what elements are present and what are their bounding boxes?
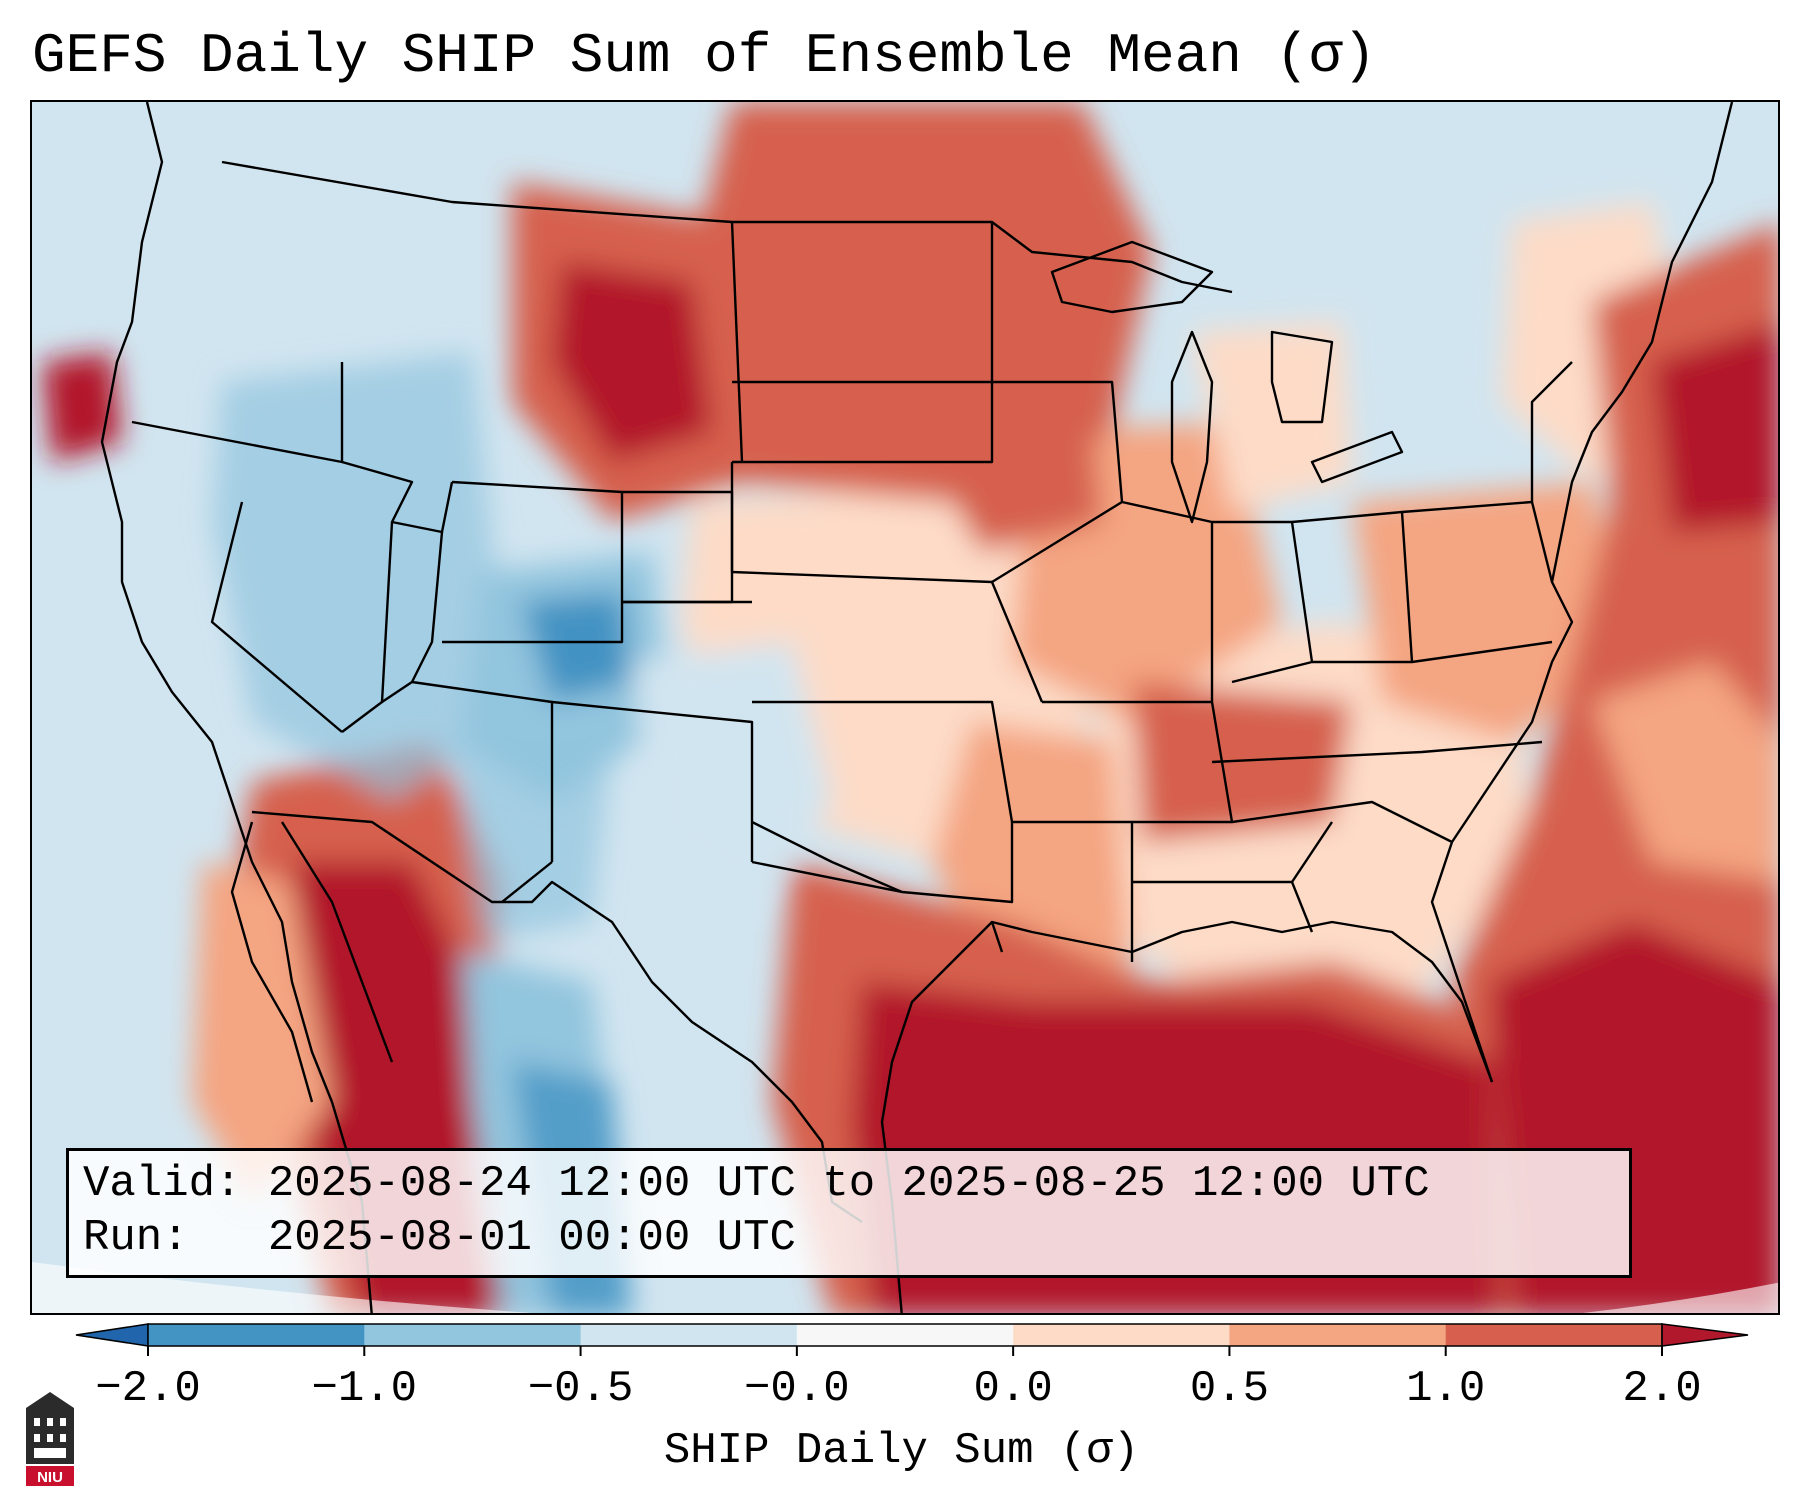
colorbar-tick-label: −2.0 — [95, 1364, 201, 1414]
lake-erie — [1310, 430, 1404, 484]
colorbar-label: SHIP Daily Sum (σ) — [663, 1426, 1140, 1476]
colorbar-tick-label: 1.0 — [1406, 1364, 1486, 1414]
colorbar — [75, 1323, 1749, 1356]
region-tennessee-valley — [1132, 682, 1352, 842]
valid-label: Valid: — [83, 1159, 242, 1209]
canada-border — [221, 160, 1233, 294]
lake-superior — [1050, 240, 1214, 314]
region-atlantic-light — [1592, 662, 1778, 882]
valid-line: Valid: 2025-08-24 12:00 UTC to 2025-08-2… — [83, 1157, 1615, 1211]
map-outlines — [100, 102, 1734, 1313]
colorbar-bin — [1445, 1324, 1663, 1346]
logo-text: NIU — [37, 1469, 63, 1486]
page-title: GEFS Daily SHIP Sum of Ensemble Mean (σ) — [32, 24, 1377, 88]
map-frame — [30, 100, 1780, 1315]
niu-logo: NIU — [26, 1392, 74, 1486]
ship-anomaly-map — [32, 102, 1778, 1313]
colorbar-bin — [1013, 1324, 1230, 1346]
colorbar-tick-label: 0.0 — [973, 1364, 1053, 1414]
colorbar-bin — [580, 1324, 798, 1346]
region-atlantic-core — [1652, 323, 1778, 532]
gulf-coast — [880, 920, 1494, 1313]
region-great-basin — [212, 352, 512, 802]
colorbar-under-extension — [75, 1323, 149, 1347]
west-coastline — [100, 102, 334, 1103]
colorbar-over-extension — [1661, 1323, 1749, 1347]
region-colorado-core — [522, 592, 632, 702]
northeast-coast — [1430, 102, 1734, 1083]
colorbar-tick-label: 2.0 — [1622, 1364, 1702, 1414]
gulf-of-california — [280, 821, 394, 1063]
valid-value: 2025-08-24 12:00 UTC to 2025-08-25 12:00… — [267, 1159, 1430, 1209]
lake-huron — [1270, 330, 1334, 424]
colorbar-outline — [147, 1323, 1663, 1347]
lake-michigan — [1170, 330, 1214, 524]
region-new-mexico — [452, 742, 612, 942]
region-baja-offshore — [192, 862, 332, 1202]
colorbar-bin — [796, 1324, 1014, 1346]
run-line: Run: 2025-08-01 00:00 UTC — [83, 1211, 1615, 1265]
colorbar-tick-label: −0.5 — [527, 1364, 634, 1414]
run-label: Run: — [83, 1213, 189, 1263]
region-montana-core — [552, 262, 712, 462]
projection-edge — [32, 1262, 1778, 1313]
colorbar-bin — [1229, 1324, 1447, 1346]
colorbar-tick-label: −0.0 — [744, 1364, 850, 1414]
valid-time-box: Valid: 2025-08-24 12:00 UTC to 2025-08-2… — [66, 1148, 1632, 1278]
run-value: 2025-08-01 00:00 UTC — [267, 1213, 796, 1263]
colorbar-tick-label: −1.0 — [311, 1364, 418, 1414]
region-pacific-coast-pos — [42, 352, 122, 462]
us-mexico-border — [251, 810, 863, 1223]
region-upper-mississippi — [912, 302, 1102, 552]
region-mid-atlantic — [1352, 482, 1632, 742]
colorbar-bin — [364, 1324, 582, 1346]
colorbar-tick-label: 0.5 — [1189, 1364, 1270, 1414]
colorbar-bin — [148, 1324, 365, 1346]
baja-california — [230, 821, 314, 1103]
